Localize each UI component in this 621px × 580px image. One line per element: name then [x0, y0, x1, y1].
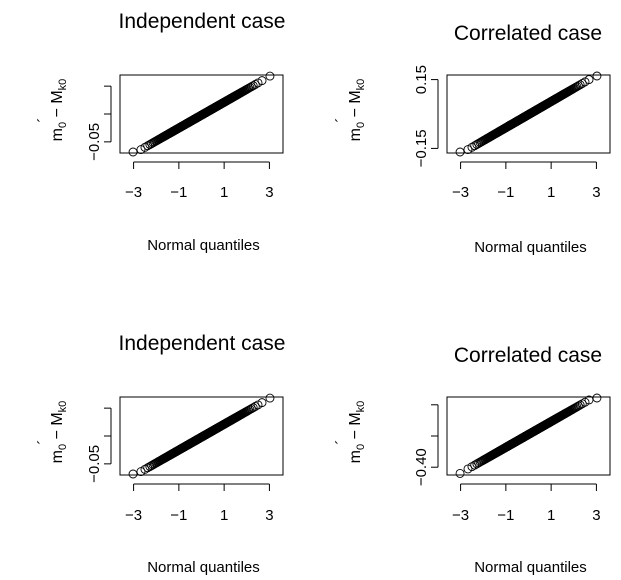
- y-axis-label: m0 − Mk0: [49, 401, 69, 464]
- qq-points: [455, 393, 602, 478]
- qq-point: [467, 462, 477, 472]
- qq-points: [128, 71, 275, 157]
- x-tick-label: −3: [452, 507, 469, 524]
- qq-point: [248, 403, 258, 413]
- qq-point: [140, 142, 150, 152]
- chart-title: Correlated case: [454, 22, 602, 45]
- x-tick-label: −3: [125, 507, 142, 524]
- y-tick-label: −0.05: [86, 123, 103, 161]
- x-tick-label: 3: [592, 184, 600, 201]
- qq-point: [250, 402, 260, 411]
- chart-title: Independent case: [119, 332, 286, 355]
- qq-point: [584, 75, 594, 85]
- qq-point: [592, 71, 602, 81]
- chart-panel-2: Correlated case −3 −1 1 3 −0.15 0.15 m0 − Mk0´ N…: [334, 22, 611, 256]
- y-axis-label: m0 − Mk0: [49, 79, 69, 142]
- x-tick-label: −1: [497, 507, 514, 524]
- y-axis-label-accent: ´: [334, 439, 351, 444]
- x-tick-label: 1: [547, 507, 555, 524]
- x-axis-label: Normal quantiles: [147, 237, 260, 254]
- y-tick-label: −0.05: [86, 445, 103, 483]
- qq-point: [455, 147, 465, 157]
- qq-point: [577, 79, 587, 88]
- x-tick-label: 1: [220, 184, 228, 201]
- qq-point: [265, 393, 275, 403]
- x-tick-label: −3: [125, 184, 142, 201]
- plot-frame: [446, 396, 611, 476]
- x-tick-label: 3: [265, 507, 273, 524]
- x-axis-label: Normal quantiles: [474, 239, 587, 256]
- y-axis-label: m0 − Mk0: [347, 79, 367, 142]
- chart-title: Correlated case: [454, 344, 602, 367]
- x-tick-label: 3: [265, 184, 273, 201]
- qq-point: [455, 468, 465, 478]
- qq-point: [467, 142, 477, 152]
- x-tick-label: −1: [170, 184, 187, 201]
- y-tick-label: −0.40: [413, 448, 430, 486]
- x-axis-label: Normal quantiles: [147, 559, 260, 576]
- qq-point: [248, 81, 258, 91]
- qq-point: [140, 464, 150, 474]
- qq-points: [455, 71, 602, 157]
- y-axis-label: m0 − Mk0: [347, 401, 367, 464]
- qq-point: [571, 403, 581, 413]
- qq-point: [250, 80, 260, 89]
- qq-point: [128, 147, 138, 157]
- chart-panel-3: Independent case −3 −1 1 3 −0.05 m0 − Mk0´ Norm…: [36, 332, 285, 576]
- y-axis-label-accent: ´: [334, 117, 351, 122]
- x-tick-label: −1: [497, 184, 514, 201]
- chart-title: Independent case: [119, 10, 286, 33]
- qq-point: [575, 400, 585, 410]
- x-axis-label: Normal quantiles: [474, 559, 587, 576]
- qq-point: [257, 398, 267, 408]
- qq-point: [265, 71, 275, 81]
- y-tick-label: −0.15: [413, 129, 430, 167]
- chart-panel-1: Independent case −3 −1 1 3 −0.05 m0 − Mk0´ Norm…: [36, 10, 285, 254]
- chart-panel-4: Correlated case −3 −1 1 3 −0.40 m0 − Mk0´ Norma…: [334, 344, 611, 576]
- x-tick-label: 1: [220, 507, 228, 524]
- x-tick-label: −3: [452, 184, 469, 201]
- x-tick-label: 3: [592, 507, 600, 524]
- qq-points: [128, 393, 275, 479]
- y-tick-label: 0.15: [413, 65, 430, 94]
- qq-point: [257, 76, 267, 86]
- x-tick-label: −1: [170, 507, 187, 524]
- qq-point: [577, 399, 587, 409]
- plot-frame: [119, 396, 284, 476]
- y-axis-label-accent: ´: [36, 439, 53, 444]
- qq-point: [128, 469, 138, 479]
- x-tick-label: 1: [547, 184, 555, 201]
- qq-point: [575, 80, 585, 90]
- qq-point: [592, 393, 602, 403]
- plot-frame: [446, 74, 611, 154]
- qq-point: [571, 82, 581, 92]
- y-axis-label-accent: ´: [36, 117, 53, 122]
- qq-point: [244, 405, 254, 415]
- qq-point: [244, 83, 254, 93]
- plot-frame: [119, 74, 284, 154]
